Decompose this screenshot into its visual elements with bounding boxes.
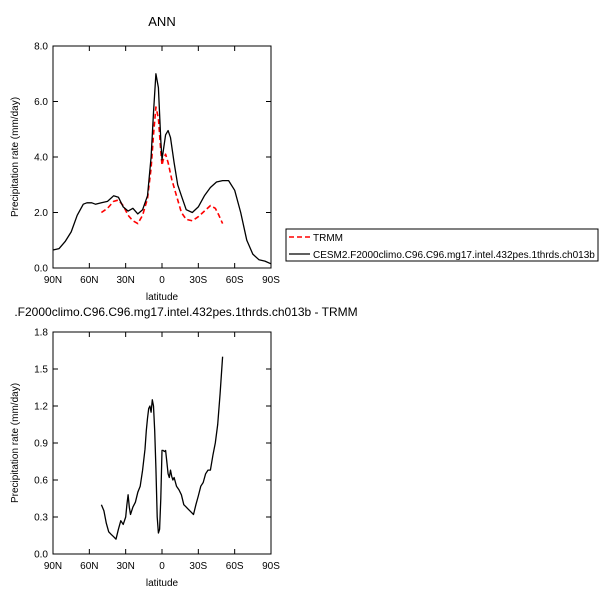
bottom-xtick-label: 30N	[116, 561, 134, 572]
bottom-panel: .F2000climo.C96.C96.mg17.intel.432pes.1t…	[10, 305, 358, 589]
bottom-plot-area: 90N 60N 30N 0 30S 60S 90S 0.0 0.3 0.6 0.9 1.2 1.5 1.8	[34, 328, 280, 573]
top-frame	[52, 45, 272, 269]
top-ytick-label: 0.0	[34, 264, 48, 275]
bottom-xtick-label: 60S	[226, 561, 244, 572]
bottom-series-line-difference	[100, 356, 224, 540]
legend-label-trmm: TRMM	[313, 233, 343, 244]
bottom-ytick-label: 1.8	[34, 328, 48, 339]
bottom-xtick-label: 0	[159, 561, 165, 572]
top-title: ANN	[148, 14, 175, 29]
top-xtick-label: 90N	[44, 275, 62, 286]
top-series-line-trmm	[100, 106, 224, 225]
bottom-ytick-label: 0.0	[34, 550, 48, 561]
legend-box	[285, 228, 599, 262]
bottom-ytick-label: 1.5	[34, 365, 48, 376]
top-ytick-label: 2.0	[34, 208, 48, 219]
top-xtick-label: 0	[159, 275, 165, 286]
top-panel: ANN 90N 60N 30N 0 30S 60S 90S 0.0 2.0 4.0 6.0 8.0 l…	[10, 14, 599, 303]
top-xtick-label: 30S	[189, 275, 207, 286]
bottom-xtick-label: 90S	[262, 561, 280, 572]
top-ylabel: Precipitation rate (mm/day)	[10, 97, 21, 217]
bottom-xtick-label: 60N	[80, 561, 98, 572]
legend-label-cesm2: CESM2.F2000climo.C96.C96.mg17.intel.432p…	[313, 250, 595, 261]
top-xtick-label: 60S	[226, 275, 244, 286]
top-series-line-cesm2	[52, 73, 272, 265]
bottom-xlabel: latitude	[146, 578, 179, 589]
bottom-title: .F2000climo.C96.C96.mg17.intel.432pes.1t…	[14, 305, 357, 319]
bottom-ylabel: Precipitation rate (mm/day)	[10, 383, 21, 503]
top-ytick-label: 6.0	[34, 97, 48, 108]
top-xtick-label: 60N	[80, 275, 98, 286]
top-xlabel: latitude	[146, 292, 179, 303]
bottom-frame	[52, 331, 272, 555]
bottom-ytick-label: 0.6	[34, 476, 48, 487]
bottom-ytick-label: 1.2	[34, 402, 48, 413]
bottom-ytick-label: 0.9	[34, 439, 48, 450]
bottom-xtick-label: 90N	[44, 561, 62, 572]
top-ytick-label: 4.0	[34, 153, 48, 164]
top-xtick-label: 90S	[262, 275, 280, 286]
top-plot-area: 90N 60N 30N 0 30S 60S 90S 0.0 2.0 4.0 6.0 8.0	[34, 42, 280, 287]
legend: TRMM CESM2.F2000climo.C96.C96.mg17.intel…	[285, 228, 599, 262]
top-ytick-label: 8.0	[34, 42, 48, 53]
bottom-ytick-label: 0.3	[34, 513, 48, 524]
top-xtick-label: 30N	[116, 275, 134, 286]
bottom-xtick-label: 30S	[189, 561, 207, 572]
